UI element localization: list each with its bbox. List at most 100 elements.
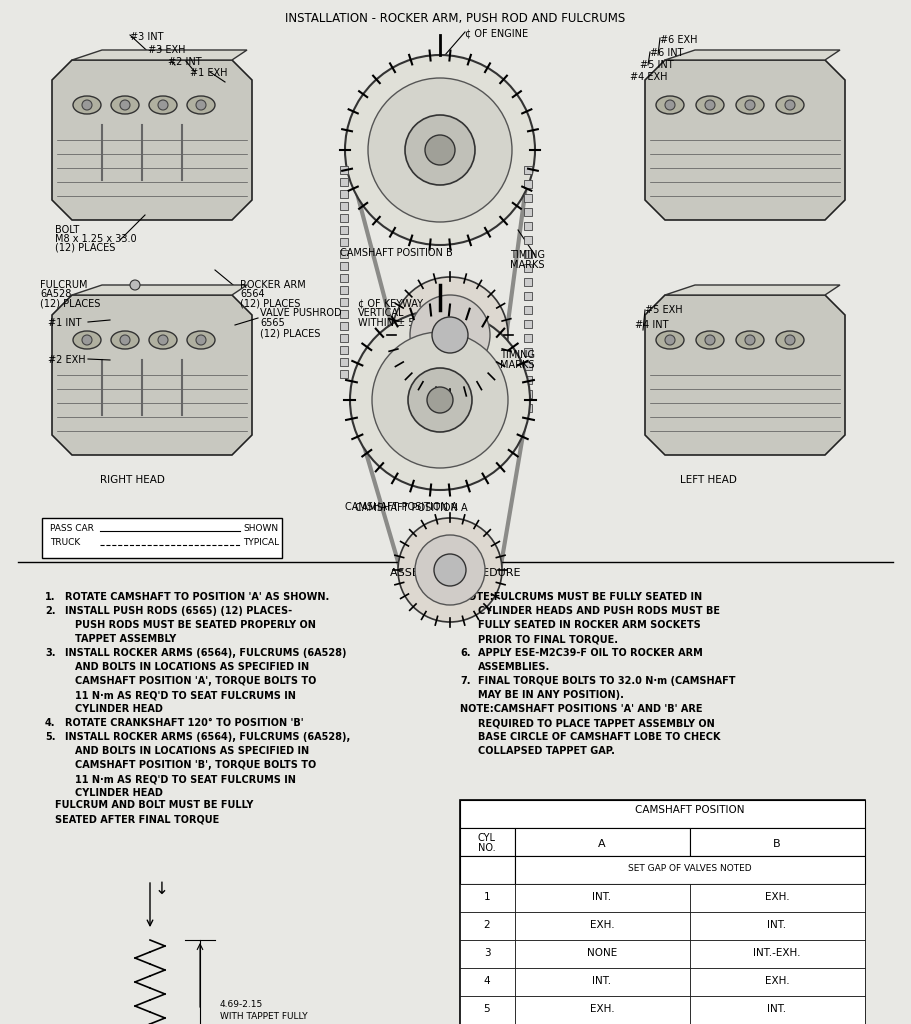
Text: VERTICAL: VERTICAL [358,308,404,318]
Bar [515,912,690,940]
Text: 4.69-2.15: 4.69-2.15 [220,1000,263,1009]
Bar [515,828,690,856]
Text: INT.: INT. [767,920,786,930]
Text: #1 EXH: #1 EXH [190,68,228,78]
Circle shape [120,335,130,345]
Polygon shape [52,60,252,220]
Bar [524,166,532,174]
Text: #3 INT: #3 INT [130,32,163,42]
Text: TIMING: TIMING [500,350,535,360]
Bar [524,278,532,286]
Text: #6 EXH: #6 EXH [660,35,698,45]
Text: NO.: NO. [478,843,496,853]
Text: CYLINDER HEADS AND PUSH RODS MUST BE: CYLINDER HEADS AND PUSH RODS MUST BE [478,606,720,616]
Circle shape [158,100,168,110]
Bar [340,226,348,234]
Bar [690,884,865,912]
Text: CYLINDER HEAD: CYLINDER HEAD [75,705,163,714]
Bar [340,322,348,330]
Circle shape [425,135,455,165]
Circle shape [392,278,508,393]
Text: 1: 1 [484,892,490,902]
Ellipse shape [736,331,764,349]
Bar [524,362,532,370]
Bar [524,208,532,216]
Bar [340,166,348,174]
Text: ASSEMBLY PROCEDURE: ASSEMBLY PROCEDURE [390,568,520,578]
Text: INT.: INT. [592,976,611,986]
Text: TAPPET ASSEMBLY: TAPPET ASSEMBLY [75,634,176,644]
Text: INT.: INT. [767,1004,786,1014]
Text: EXH.: EXH. [764,976,789,986]
Text: 4.: 4. [45,718,56,728]
Bar [460,996,515,1024]
Bar [515,996,690,1024]
Text: CYLINDER HEAD: CYLINDER HEAD [75,788,163,798]
Bar [515,940,690,968]
Circle shape [785,335,795,345]
Circle shape [415,535,485,605]
Circle shape [432,317,468,353]
Text: (12) PLACES: (12) PLACES [240,298,301,308]
Text: WITHIN ± 5°: WITHIN ± 5° [358,318,419,328]
Ellipse shape [73,331,101,349]
Text: MARKS: MARKS [510,260,545,270]
Bar [515,968,690,996]
Polygon shape [645,60,845,220]
Bar [460,828,515,856]
Text: EXH.: EXH. [589,920,614,930]
Text: 6A528: 6A528 [40,289,71,299]
Text: (12) PLACES: (12) PLACES [40,298,100,308]
Text: (12) PLACES: (12) PLACES [55,243,116,253]
Text: TRUCK: TRUCK [50,538,80,547]
Circle shape [398,518,502,622]
Circle shape [410,295,490,375]
Text: M8 x 1.25 x 33.0: M8 x 1.25 x 33.0 [55,234,137,244]
Polygon shape [52,295,252,455]
Text: 11 N·m AS REQ'D TO SEAT FULCRUMS IN: 11 N·m AS REQ'D TO SEAT FULCRUMS IN [75,774,296,784]
Bar [460,800,865,1024]
Ellipse shape [736,96,764,114]
Bar [524,306,532,314]
Text: 4: 4 [484,976,490,986]
Text: TYPICAL: TYPICAL [243,538,279,547]
Ellipse shape [776,96,804,114]
Text: NOTE:CAMSHAFT POSITIONS 'A' AND 'B' ARE: NOTE:CAMSHAFT POSITIONS 'A' AND 'B' ARE [460,705,702,714]
Text: TIMING: TIMING [510,250,545,260]
Text: INSTALL PUSH RODS (6565) (12) PLACES-: INSTALL PUSH RODS (6565) (12) PLACES- [65,606,292,616]
Bar [524,222,532,230]
Circle shape [196,335,206,345]
Text: FULCRUM: FULCRUM [40,280,87,290]
Text: SEATED AFTER FINAL TORQUE: SEATED AFTER FINAL TORQUE [55,814,220,824]
Circle shape [434,554,466,586]
Text: WITH TAPPET FULLY: WITH TAPPET FULLY [220,1012,308,1021]
Circle shape [665,100,675,110]
Text: NONE: NONE [587,948,617,958]
Text: #3 EXH: #3 EXH [148,45,186,55]
Circle shape [705,335,715,345]
Text: 6564: 6564 [240,289,264,299]
Text: PASS CAR: PASS CAR [50,524,94,534]
Text: VALVE PUSHROD: VALVE PUSHROD [260,308,342,318]
Text: CAMSHAFT POSITION A: CAMSHAFT POSITION A [345,502,457,512]
Text: B: B [773,839,781,849]
Text: 6.: 6. [460,648,470,658]
Text: CAMSHAFT POSITION 'A', TORQUE BOLTS TO: CAMSHAFT POSITION 'A', TORQUE BOLTS TO [75,676,316,686]
Bar [690,828,865,856]
Text: CAMSHAFT POSITION A: CAMSHAFT POSITION A [355,503,467,513]
Bar [524,264,532,272]
Text: ¢ OF ENGINE: ¢ OF ENGINE [465,28,528,38]
Circle shape [745,335,755,345]
Text: (12) PLACES: (12) PLACES [260,328,321,338]
Text: BOLT: BOLT [55,225,79,234]
Circle shape [345,55,535,245]
Bar [524,348,532,356]
Text: FULCRUM AND BOLT MUST BE FULLY: FULCRUM AND BOLT MUST BE FULLY [55,800,253,810]
Circle shape [130,280,140,290]
Polygon shape [72,285,247,295]
Text: MARKS: MARKS [500,360,535,370]
Text: BASE CIRCLE OF CAMSHAFT LOBE TO CHECK: BASE CIRCLE OF CAMSHAFT LOBE TO CHECK [478,732,721,742]
Text: CYL: CYL [478,833,496,843]
Circle shape [705,100,715,110]
Text: EXH.: EXH. [589,1004,614,1014]
